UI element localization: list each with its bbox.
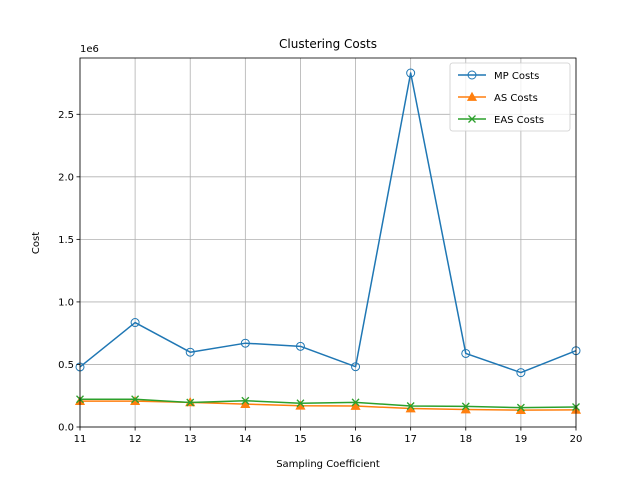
mp-costs-point [406,68,416,78]
eas-costs-point [241,396,250,405]
mp-costs-point [185,347,195,357]
x-tick-label: 20 [570,434,583,445]
x-tick-label: 17 [404,434,417,445]
eas-costs-point [186,398,195,407]
legend-label: AS Costs [494,93,538,104]
legend-swatch-marker [466,91,478,101]
y-axis-label: Cost [31,232,42,254]
legend: MP Costs AS Costs EAS Costs [449,62,571,132]
y-offset-text: 1e6 [80,44,99,55]
eas-costs-point [406,402,415,410]
legend-item-mp-costs: MP Costs [458,70,539,82]
mp-costs-point [516,368,526,378]
eas-costs-point [131,395,140,404]
as-costs-series [74,395,582,414]
axis-ticks: 11 12 13 14 15 16 17 18 19 20 0.0 0.5 1.0 1.5 2.0 2.5 [58,110,582,445]
y-tick-label: 1.0 [58,297,74,308]
mp-costs-point [461,348,471,358]
as-costs-point [350,400,361,410]
mp-costs-point [351,362,361,372]
legend-item-as-costs: AS Costs [458,91,538,104]
eas-costs-line [80,398,577,409]
y-tick-label: 0.5 [58,360,74,371]
eas-costs-point [516,403,525,412]
x-tick-label: 15 [294,434,307,445]
x-axis-label: Sampling Coefficient [276,459,380,470]
mp-costs-line [79,72,577,374]
eas-costs-point [296,399,305,408]
x-tick-label: 14 [239,434,252,445]
legend-swatch-marker [468,115,476,123]
x-tick-label: 13 [184,434,197,445]
as-costs-line [80,400,577,411]
x-tick-label: 12 [129,434,142,445]
mp-costs-point [240,338,250,348]
y-tick-label: 2.5 [58,110,74,121]
y-tick-label: 1.5 [58,235,74,246]
legend-box [449,62,571,132]
legend-label: EAS Costs [494,115,544,126]
legend-label: MP Costs [494,71,539,82]
x-tick-label: 18 [459,434,472,445]
legend-swatch-marker [467,70,477,80]
plot-frame [79,57,577,428]
legend-item-eas-costs: EAS Costs [458,115,544,126]
series-layer [74,68,582,414]
y-tick-label: 2.0 [58,172,74,183]
eas-costs-series [76,395,580,412]
eas-costs-point [461,402,470,411]
x-tick-label: 11 [74,434,87,445]
mp-costs-point [130,318,140,328]
mp-costs-point [295,341,305,351]
chart-title: Clustering Costs [279,37,377,51]
eas-costs-point [351,398,360,407]
x-tick-label: 16 [349,434,362,445]
y-tick-label: 0.0 [58,423,74,434]
x-tick-label: 19 [515,434,528,445]
